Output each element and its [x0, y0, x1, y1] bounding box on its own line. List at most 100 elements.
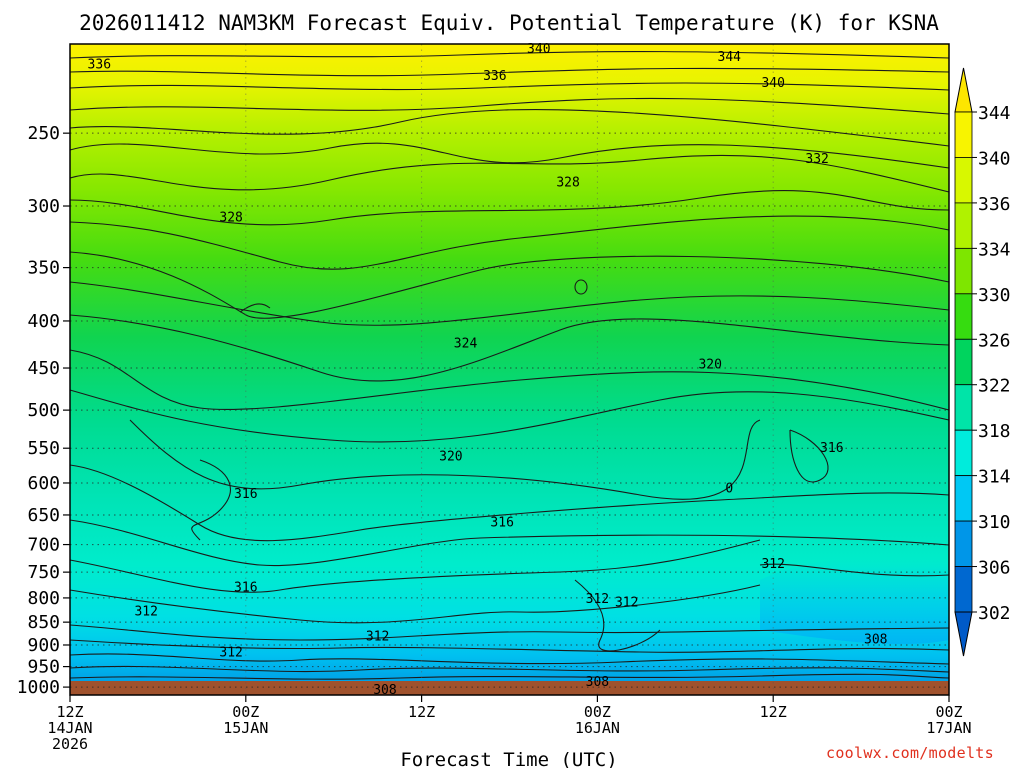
y-tick-label: 900 [27, 635, 60, 656]
contour-line [69, 51, 950, 59]
colorbar-swatch [954, 338, 973, 386]
x-tick-label: 17JAN [926, 719, 971, 737]
colorbar-label: 310 [978, 512, 1011, 533]
contour-label: 308 [373, 683, 396, 698]
contour-line [759, 563, 950, 577]
colorbar-arrow-bottom [954, 611, 973, 657]
contour-label: 312 [366, 630, 389, 645]
colorbar-label: 340 [978, 148, 1011, 169]
contour-line [69, 215, 950, 270]
contour-label: 316 [234, 487, 257, 502]
contour-label: 328 [219, 211, 242, 226]
x-tick-label: 12Z [408, 703, 435, 721]
contour-label: 328 [556, 175, 579, 190]
colorbar-swatch [954, 429, 973, 477]
colorbar-swatch [954, 384, 973, 431]
contour-line [69, 584, 761, 624]
contour-line [69, 389, 950, 443]
contour-label: 0 [725, 482, 733, 497]
contour-line [69, 281, 950, 326]
colorbar-swatch [954, 475, 973, 522]
contour-line [69, 539, 761, 593]
contour-label: 332 [805, 152, 828, 167]
contour-line [69, 314, 950, 382]
colorbar: 344 340 336 334 330 326 322 318 314 310 306 302 [954, 67, 1011, 657]
contour-line [69, 639, 950, 653]
y-tick-label: 850 [27, 612, 60, 633]
terrain-band [70, 681, 949, 695]
colorbar-swatch [954, 202, 973, 249]
y-tick-label: 250 [27, 123, 60, 144]
contour-line [69, 653, 950, 665]
contour-line [69, 82, 950, 91]
x-tick-label: 12Z [56, 703, 83, 721]
contour-line [69, 142, 950, 169]
contour-label: 320 [439, 449, 462, 464]
y-tick-label: 600 [27, 473, 60, 494]
x-tick-label: 12Z [760, 703, 787, 721]
contour-label: 340 [527, 42, 550, 57]
colorbar-label: 334 [978, 239, 1011, 260]
x-tick-label: 15JAN [223, 719, 268, 737]
y-tick-label: 650 [27, 505, 60, 526]
colorbar-label: 302 [978, 603, 1011, 624]
contour-label: 312 [134, 605, 157, 620]
contour-line [69, 109, 950, 147]
colorbar-label: 306 [978, 558, 1011, 579]
colorbar-label: 326 [978, 330, 1011, 351]
contour-line [69, 251, 950, 319]
y-tick-label: 300 [27, 196, 60, 217]
contour-label: 320 [698, 358, 721, 373]
contour-label: 316 [490, 516, 513, 531]
colorbar-label: 344 [978, 103, 1011, 124]
colorbar-label: 318 [978, 421, 1011, 442]
contour-line [69, 519, 950, 567]
contour-label: 344 [718, 50, 742, 65]
low-theta-region [760, 558, 949, 645]
y-tick-label: 550 [27, 438, 60, 459]
contour-label: 336 [88, 57, 111, 72]
contour-label: 312 [219, 646, 242, 661]
x-axis-label: Forecast Time (UTC) [400, 749, 617, 768]
contour-label: 308 [864, 633, 887, 648]
contour-label: 336 [483, 69, 506, 84]
y-tick-label: 450 [27, 358, 60, 379]
x-tick-label: 16JAN [575, 719, 620, 737]
x-tick-label: 14JAN [47, 719, 92, 737]
x-tick-label: 00Z [584, 703, 611, 721]
x-tick-label: 00Z [232, 703, 259, 721]
y-tick-label: 800 [27, 588, 60, 609]
y-tick-label: 1000 [17, 677, 60, 698]
y-axis: 2503003504004505005506006507007508008509… [17, 123, 70, 698]
y-tick-label: 950 [27, 657, 60, 678]
contour-label: 312 [761, 557, 784, 572]
contour-line [69, 665, 950, 673]
colorbar-swatch [954, 157, 973, 204]
contour-line [191, 459, 231, 541]
contour-line [789, 429, 829, 483]
contour-label: 340 [761, 76, 784, 91]
colorbar-arrow-top [954, 67, 973, 113]
plot-frame [69, 43, 950, 696]
y-tick-label: 750 [27, 562, 60, 583]
contour-line [69, 464, 950, 542]
plot-area [70, 44, 949, 695]
contour-label: 308 [586, 675, 609, 690]
contour-line [69, 673, 950, 680]
contour-line [69, 67, 950, 77]
colorbar-label: 314 [978, 467, 1011, 488]
chart-title: 2026011412 NAM3KM Forecast Equiv. Potent… [79, 11, 939, 35]
colorbar-swatch [954, 293, 973, 340]
contour-line [69, 154, 950, 193]
contour-lines [69, 51, 950, 680]
colorbar-swatch [954, 111, 973, 158]
contour-line [69, 624, 950, 641]
contour-label: 324 [454, 336, 478, 351]
x-tick-label: 2026 [52, 735, 88, 753]
contour-label: 312 [615, 595, 638, 610]
credit-link[interactable]: coolwx.com/modelts [826, 744, 994, 762]
contour-label: 316 [820, 441, 843, 456]
contour-line [574, 579, 661, 652]
colorbar-label: 336 [978, 194, 1011, 215]
